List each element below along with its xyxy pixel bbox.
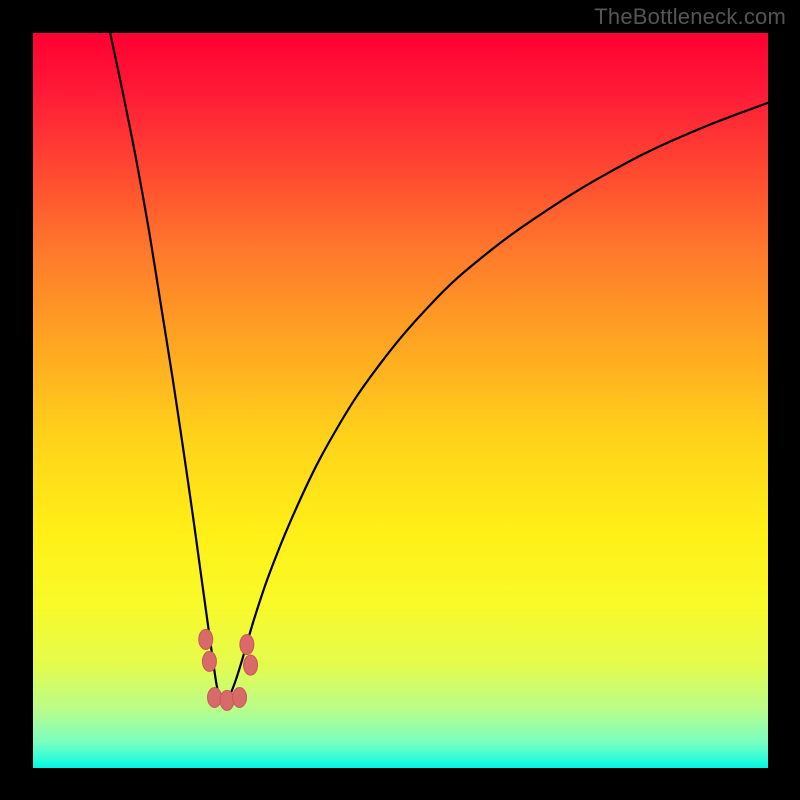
- marker-point: [240, 635, 254, 655]
- marker-point: [208, 687, 222, 707]
- marker-point: [202, 651, 216, 671]
- marker-point: [199, 629, 213, 649]
- marker-point: [244, 655, 258, 675]
- bottleneck-chart: [0, 0, 800, 800]
- marker-point: [233, 687, 247, 707]
- watermark-text: TheBottleneck.com: [594, 4, 786, 30]
- gradient-background: [33, 33, 768, 768]
- marker-point: [220, 690, 234, 710]
